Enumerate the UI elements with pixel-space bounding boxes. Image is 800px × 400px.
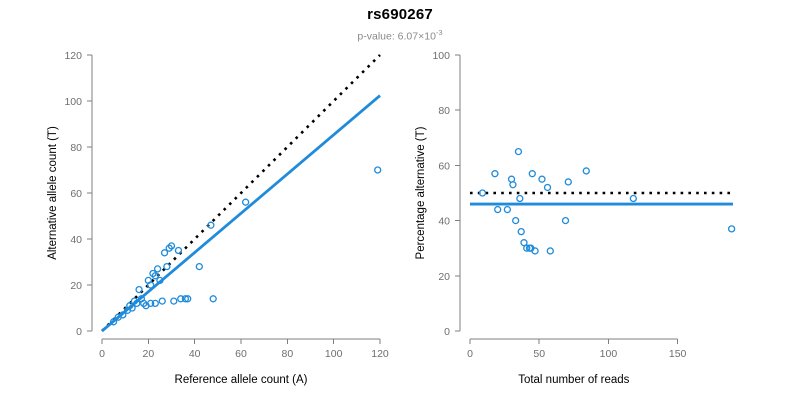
y-tick-label: 20	[438, 271, 450, 283]
y-axis-title: Percentage alternative (T)	[415, 126, 427, 259]
x-tick-label: 0	[99, 348, 105, 360]
data-point	[156, 276, 164, 285]
y-tick-label: 80	[438, 105, 450, 117]
data-point	[546, 247, 554, 255]
data-point	[135, 285, 143, 294]
data-point	[119, 311, 127, 319]
data-point	[241, 198, 250, 206]
y-tick-label: 60	[438, 160, 450, 172]
data-point	[478, 189, 487, 197]
data-point	[538, 175, 546, 183]
panel-right-percentage: 0 50 100 150 0 20 40 60 80 100 Total number of rea…	[400, 0, 800, 400]
x-tick-label: 80	[281, 348, 293, 360]
y-tick-label: 80	[70, 142, 82, 154]
data-point	[163, 262, 171, 271]
y-tick-label: 0	[444, 326, 450, 338]
y-tick-label: 40	[438, 216, 450, 228]
y-tick-label: 100	[432, 50, 450, 62]
axes-group: 0 20 40 60 80 100 120 0 20 40 60 80 100 120	[64, 50, 388, 360]
data-point	[181, 295, 190, 303]
fit-line	[101, 94, 381, 333]
left-plot-svg: 0 20 40 60 80 100 120 0 20 40 60 80 100 120 Reference …	[47, 50, 389, 386]
x-tick-label: 150	[669, 348, 687, 360]
data-point	[167, 242, 176, 250]
data-point	[151, 299, 159, 308]
data-point	[517, 227, 525, 236]
data-point	[128, 304, 136, 312]
data-point	[514, 147, 523, 156]
data-point	[494, 205, 502, 214]
data-point	[629, 194, 637, 203]
data-point	[195, 262, 203, 271]
data-point	[520, 239, 528, 247]
data-point	[531, 247, 539, 255]
y-tick-label: 100	[64, 96, 82, 108]
data-point	[491, 170, 499, 178]
data-points-group	[109, 166, 382, 326]
data-point	[174, 246, 183, 255]
data-point	[153, 265, 162, 273]
reference-line	[101, 54, 381, 332]
data-points-group	[478, 147, 736, 255]
data-point	[528, 170, 536, 178]
data-point	[177, 295, 185, 303]
x-tick-label: 50	[533, 348, 545, 360]
y-tick-label: 60	[70, 188, 82, 200]
y-tick-label: 120	[64, 50, 82, 62]
y-tick-label: 40	[70, 234, 82, 246]
data-point	[727, 225, 736, 233]
data-point	[170, 297, 178, 305]
data-point	[151, 272, 159, 280]
x-tick-label: 20	[142, 348, 154, 360]
y-axis-title: Alternative allele count (T)	[47, 126, 59, 260]
pvalue-exponent: -3	[435, 28, 443, 37]
right-plot-svg: 0 50 100 150 0 20 40 60 80 100 Total number of rea…	[415, 50, 736, 386]
x-tick-label: 120	[371, 348, 389, 360]
data-point	[509, 181, 517, 189]
data-point	[146, 281, 155, 289]
page-title: rs690267	[367, 6, 433, 23]
x-tick-label: 40	[189, 348, 201, 360]
data-point	[158, 297, 166, 305]
data-point	[207, 221, 215, 229]
data-point	[503, 205, 512, 214]
data-point	[374, 166, 382, 174]
data-point	[184, 295, 192, 303]
data-point	[133, 299, 141, 308]
axes-group: 0 50 100 150 0 20 40 60 80 100	[432, 50, 686, 360]
data-point	[516, 194, 524, 203]
x-tick-label: 100	[325, 348, 343, 360]
x-axis-title: Total number of reads	[518, 374, 629, 386]
data-point	[146, 299, 155, 308]
data-point	[582, 167, 590, 175]
panel-left-allele-counts: 0 20 40 60 80 100 120 0 20 40 60 80 100 120 Reference …	[47, 50, 389, 386]
pvalue-subtitle: p-value: 6.07×10-3	[0, 28, 800, 43]
data-point	[109, 318, 118, 326]
data-point	[209, 295, 217, 303]
data-point	[564, 178, 572, 186]
x-tick-label: 0	[467, 348, 473, 360]
data-point	[561, 216, 570, 225]
y-tick-label: 20	[70, 280, 82, 292]
data-point	[523, 244, 531, 252]
data-point	[512, 216, 520, 225]
data-point	[160, 249, 169, 257]
x-axis-title: Reference allele count (A)	[175, 374, 308, 386]
x-tick-label: 100	[600, 348, 618, 360]
x-tick-label: 60	[235, 348, 247, 360]
y-tick-label: 0	[76, 326, 82, 338]
pvalue-text: p-value: 6.07×10	[357, 30, 436, 43]
data-point	[543, 183, 552, 192]
